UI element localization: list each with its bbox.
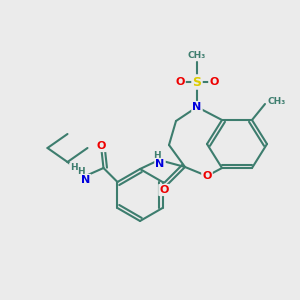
Text: O: O	[209, 77, 219, 87]
Text: CH₃: CH₃	[188, 51, 206, 60]
Text: N: N	[155, 159, 165, 169]
Text: N: N	[192, 102, 202, 112]
Text: H: H	[77, 167, 84, 176]
Text: O: O	[175, 77, 185, 87]
Text: CH₃: CH₃	[268, 98, 286, 106]
Text: O: O	[159, 185, 169, 195]
Text: H: H	[153, 151, 161, 160]
Text: O: O	[202, 171, 212, 181]
Text: N: N	[81, 175, 90, 185]
Text: S: S	[193, 76, 202, 88]
Text: O: O	[97, 141, 106, 151]
Text: H: H	[70, 164, 77, 172]
